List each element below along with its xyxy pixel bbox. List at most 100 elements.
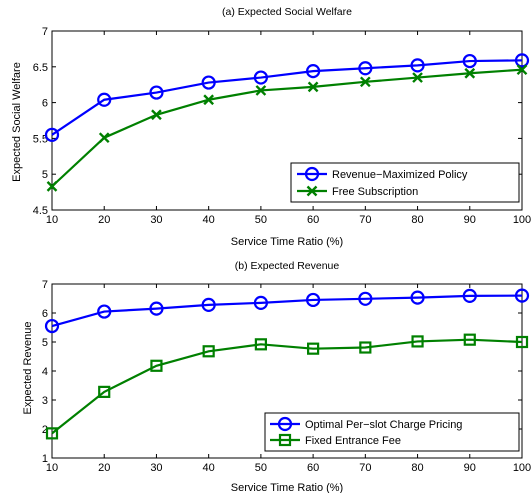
chart-a-legend-symbol-0 (297, 166, 327, 182)
y-tick-label: 7 (42, 279, 48, 291)
x-tick-label: 40 (203, 462, 215, 474)
x-tick-label: 40 (203, 214, 215, 226)
chart-b-legend-symbol-0 (270, 416, 300, 432)
x-tick-label: 60 (307, 214, 319, 226)
chart-a-legend: Revenue−Maximized Policy Free Subscripti… (290, 162, 520, 203)
chart-b-legend: Optimal Per−slot Charge Pricing Fixed En… (264, 412, 520, 452)
chart-b-ticks: 10 20 30 40 50 60 70 80 90 100 1 2 3 4 5 6 7 (42, 279, 531, 474)
chart-b-legend-symbol-1 (270, 433, 300, 447)
series-0-point (44, 127, 60, 142)
series-1-point (359, 76, 371, 88)
series-0-point (514, 288, 530, 303)
x-tick-label: 10 (46, 214, 58, 226)
series-1-point (411, 335, 424, 348)
series-0-point (149, 301, 164, 316)
x-tick-label: 50 (255, 214, 267, 226)
x-tick-label: 100 (513, 462, 531, 474)
series-1-point (463, 333, 476, 346)
series-0-point (253, 70, 268, 85)
series-1-point (307, 342, 320, 355)
x-tick-label: 50 (255, 462, 267, 474)
series-1-point (255, 85, 267, 96)
series-0-point (462, 288, 477, 303)
y-tick-label: 6.5 (33, 62, 48, 74)
series-1-point (412, 72, 423, 83)
series-1-point (45, 427, 59, 440)
x-tick-label: 70 (359, 214, 371, 226)
series-0-point (410, 58, 425, 73)
chart-a: (a) Expected Social Welfare Service Time… (11, 6, 531, 248)
y-tick-label: 6 (42, 308, 48, 320)
x-tick-label: 80 (411, 214, 423, 226)
chart-a-axes-frame (51, 30, 523, 211)
x-tick-label: 90 (464, 214, 476, 226)
y-tick-label: 4.5 (33, 205, 48, 217)
y-tick-label: 2 (42, 424, 48, 436)
series-line-1 (51, 68, 523, 188)
series-0-point (149, 85, 164, 100)
series-1-point (46, 181, 58, 192)
x-tick-label: 20 (98, 214, 110, 226)
y-tick-label: 5.5 (33, 133, 48, 145)
x-tick-label: 30 (150, 214, 162, 226)
chart-a-legend-box (290, 162, 520, 203)
series-0-point (201, 297, 216, 312)
series-1-point (151, 109, 162, 121)
series-0-point (306, 63, 321, 79)
chart-a-title: (a) Expected Social Welfare (222, 6, 352, 18)
y-tick-label: 3 (42, 395, 48, 407)
series-line-0 (51, 59, 523, 136)
series-line-0 (51, 294, 523, 328)
series-0-point (44, 318, 60, 334)
chart-b-legend-label-0: Optimal Per−slot Charge Pricing (305, 419, 462, 431)
y-tick-label: 5 (42, 337, 48, 349)
series-1-point (516, 64, 528, 76)
series-0-point (514, 53, 530, 68)
series-0-point (201, 75, 216, 90)
series-0-point (97, 92, 112, 107)
chart-a-ticks: 10 20 30 40 50 60 70 80 90 100 4.5 5 5.5 6 6.5 7 (33, 26, 531, 226)
chart-b-ylabel: Expected Revenue (22, 322, 34, 415)
y-tick-label: 1 (42, 453, 48, 465)
series-0-point (253, 295, 268, 310)
chart-a-series (44, 53, 530, 192)
series-0-point (97, 304, 112, 319)
x-tick-label: 80 (411, 462, 423, 474)
x-tick-label: 60 (307, 462, 319, 474)
chart-b: (b) Expected Revenue Service Time Ratio … (22, 260, 531, 493)
chart-a-legend-symbol-1 (297, 185, 327, 197)
series-0-point (462, 53, 477, 69)
y-tick-label: 6 (42, 98, 48, 110)
chart-a-legend-label-0: Revenue−Maximized Policy (332, 169, 468, 181)
series-0-point (358, 291, 373, 306)
x-tick-label: 90 (464, 462, 476, 474)
series-line-1 (51, 338, 523, 435)
y-tick-label: 7 (42, 26, 48, 38)
series-1-point (307, 81, 319, 93)
chart-b-title: (b) Expected Revenue (235, 260, 340, 272)
series-0-point (358, 61, 373, 76)
chart-b-xlabel: Service Time Ratio (%) (231, 482, 343, 493)
series-1-point (203, 94, 215, 106)
legend-marker-0 (277, 416, 293, 432)
legend-marker-1 (306, 185, 318, 197)
chart-b-series (44, 288, 530, 440)
series-1-point (464, 67, 476, 79)
series-1-point (98, 132, 110, 144)
chart-a-ylabel: Expected Social Welfare (11, 62, 23, 182)
series-1-point (202, 345, 215, 358)
series-1-point (150, 359, 163, 372)
chart-b-legend-label-1: Fixed Entrance Fee (305, 435, 401, 447)
chart-a-xlabel: Service Time Ratio (%) (231, 236, 343, 248)
series-1-point (98, 385, 111, 398)
x-tick-label: 20 (98, 462, 110, 474)
series-1-point (359, 341, 372, 354)
y-tick-label: 5 (42, 169, 48, 181)
x-tick-label: 100 (513, 214, 531, 226)
series-1-point (515, 335, 529, 349)
series-1-point (254, 338, 267, 351)
series-0-point (306, 292, 321, 308)
chart-a-legend-label-1: Free Subscription (332, 186, 418, 198)
legend-marker-0 (304, 166, 320, 182)
